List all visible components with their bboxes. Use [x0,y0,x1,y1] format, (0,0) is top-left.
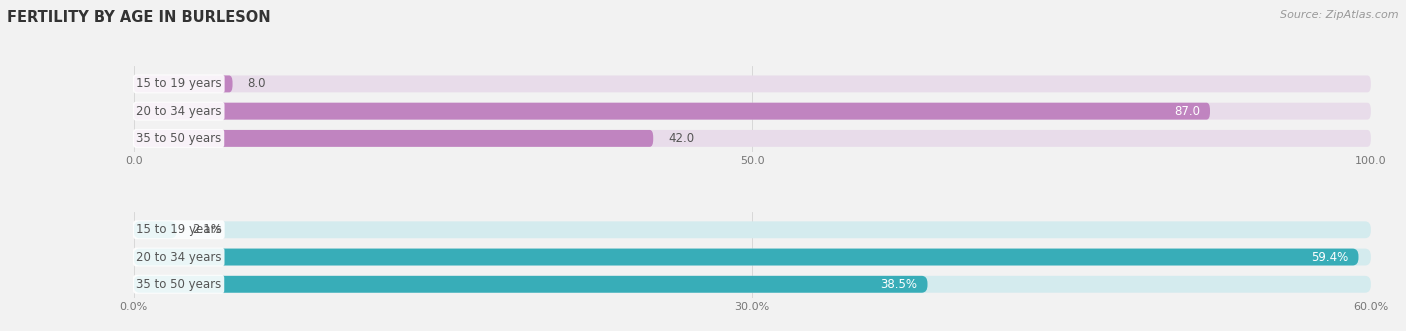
Text: 35 to 50 years: 35 to 50 years [136,278,221,291]
FancyBboxPatch shape [134,75,1371,92]
FancyBboxPatch shape [134,221,177,238]
FancyBboxPatch shape [134,130,654,147]
FancyBboxPatch shape [134,130,1371,147]
Text: 2.1%: 2.1% [191,223,222,236]
Text: Source: ZipAtlas.com: Source: ZipAtlas.com [1281,10,1399,20]
Text: 15 to 19 years: 15 to 19 years [136,77,222,90]
FancyBboxPatch shape [134,249,1371,265]
Text: 20 to 34 years: 20 to 34 years [136,251,222,263]
Text: 35 to 50 years: 35 to 50 years [136,132,221,145]
Text: 42.0: 42.0 [668,132,695,145]
FancyBboxPatch shape [134,103,1371,119]
Text: 20 to 34 years: 20 to 34 years [136,105,222,118]
FancyBboxPatch shape [134,75,232,92]
FancyBboxPatch shape [134,276,1371,293]
FancyBboxPatch shape [134,276,928,293]
FancyBboxPatch shape [134,221,1371,238]
FancyBboxPatch shape [134,249,1358,265]
Text: 8.0: 8.0 [247,77,266,90]
Text: 87.0: 87.0 [1174,105,1201,118]
Text: 15 to 19 years: 15 to 19 years [136,223,222,236]
Text: FERTILITY BY AGE IN BURLESON: FERTILITY BY AGE IN BURLESON [7,10,270,25]
Text: 59.4%: 59.4% [1312,251,1348,263]
FancyBboxPatch shape [134,103,1211,119]
Text: 38.5%: 38.5% [880,278,918,291]
